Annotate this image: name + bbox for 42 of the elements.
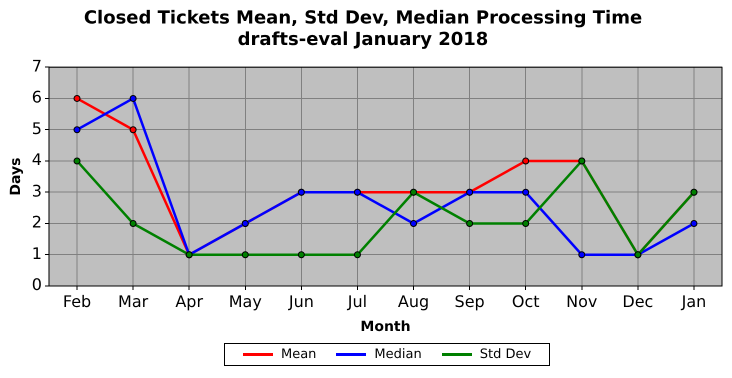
point — [298, 251, 305, 258]
point — [130, 94, 137, 102]
x-tick-label: Aug — [398, 292, 430, 311]
x-tick-label: Sep — [454, 292, 485, 311]
y-tick-label: 7 — [32, 56, 42, 76]
legend-label: Std Dev — [480, 347, 532, 362]
x-tick-label: Feb — [62, 292, 92, 311]
x-tick-label: Jul — [346, 292, 368, 311]
point — [354, 251, 361, 258]
point — [522, 220, 530, 227]
point — [74, 126, 81, 134]
y-axis-title: Days — [8, 158, 24, 196]
point — [690, 220, 698, 227]
y-tick-label: 1 — [32, 244, 42, 263]
point — [242, 251, 249, 258]
point — [522, 188, 530, 196]
point — [578, 251, 586, 258]
point — [74, 157, 81, 164]
x-tick-label: Nov — [566, 292, 598, 311]
y-tick-label: 3 — [32, 181, 42, 200]
x-tick-label: Jun — [288, 292, 314, 311]
x-tick-label: Mar — [118, 292, 149, 311]
point — [74, 94, 81, 102]
x-axis-title: Month — [360, 319, 411, 336]
legend-label: Median — [374, 347, 422, 362]
y-tick-label: 0 — [32, 275, 42, 294]
x-tick-label: Apr — [175, 292, 204, 311]
point — [410, 220, 418, 227]
point — [466, 220, 474, 227]
point — [130, 126, 137, 134]
point — [130, 220, 137, 227]
y-tick-label: 4 — [32, 150, 42, 170]
chart-title: Closed Tickets Mean, Std Dev, Median Processing Time drafts-eval January 2018 — [84, 7, 642, 50]
legend-label: Mean — [281, 347, 316, 362]
x-tick-label: Jan — [680, 292, 706, 311]
x-tick-label: Dec — [622, 292, 654, 311]
y-tick-label: 2 — [32, 212, 42, 232]
y-tick-label: 5 — [32, 118, 42, 138]
x-tick-label: May — [228, 292, 262, 311]
y-tick-label: 6 — [32, 88, 42, 107]
x-tick-label: Oct — [512, 292, 540, 311]
point — [522, 157, 530, 164]
